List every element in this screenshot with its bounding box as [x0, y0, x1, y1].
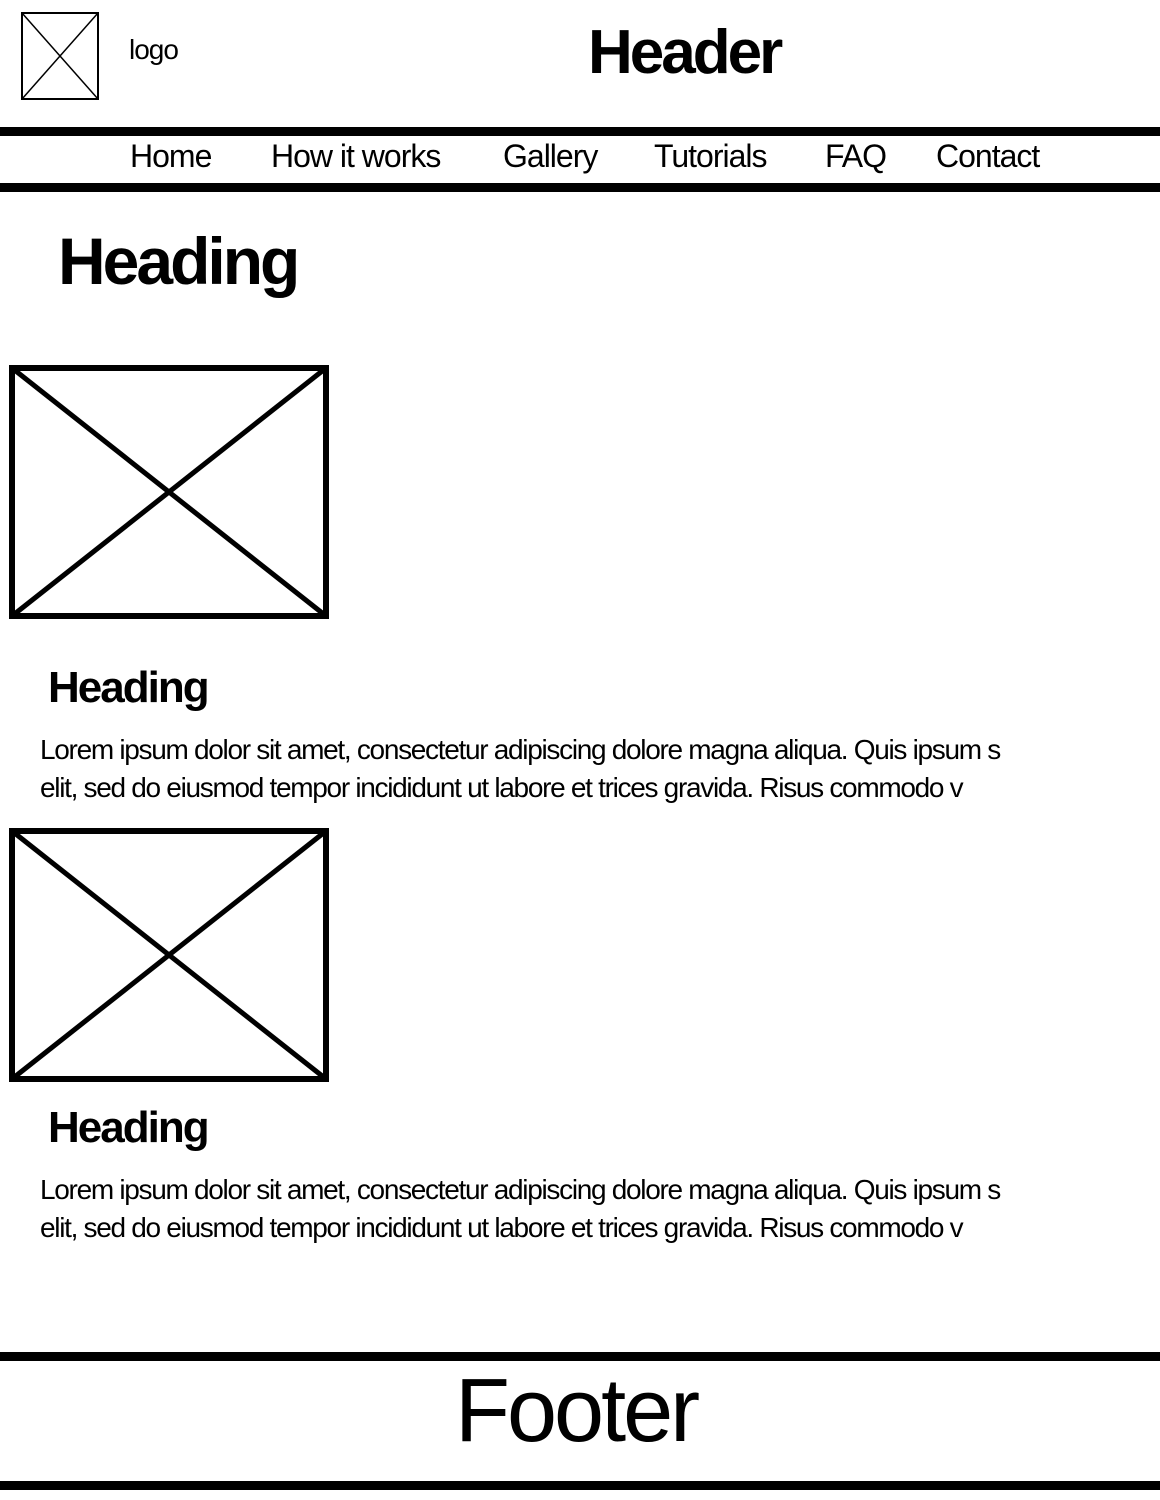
footer-label: Footer — [455, 1361, 700, 1461]
footer-divider-bottom — [0, 1481, 1160, 1490]
nav-divider-bottom — [0, 183, 1160, 192]
footer-divider-top — [0, 1352, 1160, 1361]
card-body-text: Lorem ipsum dolor sit amet, consectetur … — [40, 1171, 1030, 1249]
card-body-line: Lorem ipsum dolor sit amet, consectetur … — [40, 734, 1001, 765]
card-heading: Heading — [48, 663, 210, 712]
nav-item-tutorials[interactable]: Tutorials — [654, 138, 768, 174]
card-body-line: elit, sed do eiusmod tempor incididunt u… — [40, 772, 964, 803]
logo-label: logo — [129, 34, 179, 65]
nav-item-gallery[interactable]: Gallery — [503, 138, 598, 174]
card-body-line: Lorem ipsum dolor sit amet, consectetur … — [40, 1174, 1001, 1205]
card-image-placeholder-icon — [9, 828, 329, 1082]
card-body-line: elit, sed do eiusmod tempor incididunt u… — [40, 1212, 964, 1243]
card-image-placeholder-icon — [9, 365, 329, 619]
nav-divider-top — [0, 127, 1160, 136]
nav-item-home[interactable]: Home — [130, 138, 212, 174]
logo-placeholder-icon[interactable] — [21, 12, 99, 100]
header-title: Header — [588, 18, 783, 87]
page-heading: Heading — [58, 224, 300, 298]
nav-item-how-it-works[interactable]: How it works — [271, 138, 441, 174]
card-body-text: Lorem ipsum dolor sit amet, consectetur … — [40, 731, 1030, 809]
nav-item-contact[interactable]: Contact — [936, 138, 1040, 174]
card-heading: Heading — [48, 1103, 210, 1152]
nav-item-faq[interactable]: FAQ — [825, 138, 887, 174]
